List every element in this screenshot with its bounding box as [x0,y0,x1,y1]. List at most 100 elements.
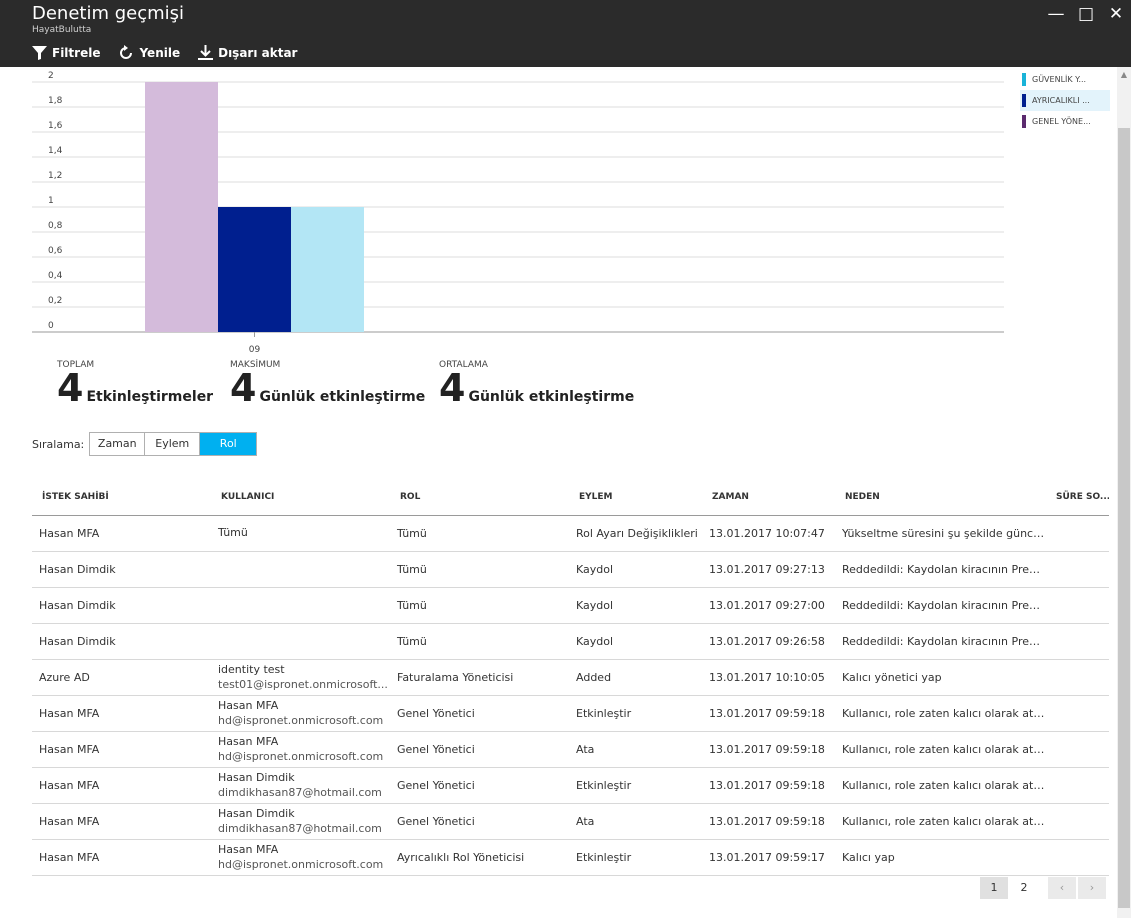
cell-reason: Reddedildi: Kaydolan kiracının Prem... [835,587,1046,624]
cell-duration [1046,731,1109,768]
table-row[interactable]: Hasan MFA Hasan MFA hd@ispronet.onmicrosof… [32,839,1109,876]
cell-reason: Reddedildi: Kaydolan kiracının Prem... [835,551,1046,588]
stat-max-label: MAKSİMUM [230,360,281,370]
cell-duration [1046,623,1109,660]
page-button-2[interactable]: 2 [1020,881,1028,894]
refresh-button[interactable]: Yenile [118,43,180,63]
bar[interactable] [145,82,218,332]
cell-user [211,587,390,624]
table-header-row: İSTEK SAHİBİ KULLANICI ROL EYLEM ZAMAN N… [32,479,1109,516]
user-name: Hasan Dimdik [218,806,295,820]
chart-legend: GÜVENLİK Y... AYRICALIKLI ... GENEL YÖNE..… [1020,69,1110,132]
cell-user: Hasan MFA hd@ispronet.onmicrosoft.com [211,839,390,876]
table-row[interactable]: Hasan Dimdik Tümü Kaydol 13.01.2017 09:27:1… [32,551,1109,588]
filter-button[interactable]: Filtrele [32,43,100,63]
cell-requester: Hasan MFA [32,767,211,804]
col-header-time[interactable]: ZAMAN [702,479,835,516]
cell-requester: Hasan MFA [32,515,211,552]
sort-option-role[interactable]: Rol [200,433,257,455]
user-email: test01@ispronet.onmicrosoft... [218,677,388,691]
table-row[interactable]: Hasan MFA Hasan Dimdik dimdikhasan87@hotma… [32,767,1109,804]
table-row[interactable]: Hasan MFA Hasan Dimdik dimdikhasan87@hotma… [32,803,1109,840]
export-label: Dışarı aktar [218,46,298,60]
cell-time: 13.01.2017 09:26:58 [702,623,835,660]
legend-item[interactable]: GENEL YÖNE... [1020,111,1110,132]
stat-avg-value: 4 [439,366,466,410]
y-tick-label: 1,2 [48,171,62,181]
user-email: hd@ispronet.onmicrosoft.com [218,857,384,871]
cell-role: Tümü [390,551,569,588]
table-row[interactable]: Hasan MFA Hasan MFA hd@ispronet.onmicrosof… [32,731,1109,768]
export-button[interactable]: Dışarı aktar [198,43,297,63]
cell-action: Rol Ayarı Değişiklikleri [569,515,702,552]
cell-duration [1046,587,1109,624]
cell-time: 13.01.2017 10:10:05 [702,659,835,696]
y-tick-label: 0 [48,321,54,331]
cell-time: 13.01.2017 09:27:13 [702,551,835,588]
cell-time: 13.01.2017 09:27:00 [702,587,835,624]
cell-user [211,551,390,588]
legend-item[interactable]: AYRICALIKLI ... [1020,90,1110,111]
table-row[interactable]: Hasan Dimdik Tümü Kaydol 13.01.2017 09:27:0… [32,587,1109,624]
cell-duration [1046,659,1109,696]
cell-requester: Hasan Dimdik [32,623,211,660]
cell-time: 13.01.2017 09:59:18 [702,767,835,804]
page-button-1[interactable]: 1 [980,877,1008,899]
cell-time: 13.01.2017 09:59:17 [702,839,835,876]
bar[interactable] [291,207,364,332]
summary-stats: TOPLAM 4 Etkinleştirmeler MAKSİMUM 4 Gün… [0,360,1000,416]
cell-time: 13.01.2017 09:59:18 [702,803,835,840]
filter-icon [32,46,47,60]
cell-action: Kaydol [569,623,702,660]
col-header-duration[interactable]: SÜRE SO... [1046,479,1109,516]
next-page-button[interactable]: › [1078,877,1106,899]
table-row[interactable]: Hasan Dimdik Tümü Kaydol 13.01.2017 09:26:5… [32,623,1109,660]
legend-label: AYRICALIKLI ... [1032,96,1090,105]
cell-duration [1046,803,1109,840]
stat-total-unit: Etkinleştirmeler [86,389,214,405]
bar[interactable] [218,207,291,332]
y-tick-label: 0,8 [48,221,63,231]
download-icon [198,45,214,61]
x-tick-label: 09 [249,345,261,355]
y-tick-label: 1,6 [48,121,63,131]
cell-requester: Hasan Dimdik [32,587,211,624]
cell-user: Hasan Dimdik dimdikhasan87@hotmail.com [211,803,390,840]
user-email: hd@ispronet.onmicrosoft.com [218,713,384,727]
cell-requester: Hasan MFA [32,731,211,768]
sort-option-time[interactable]: Zaman [90,433,146,455]
cell-reason: Kullanıcı, role zaten kalıcı olarak ata.… [835,767,1046,804]
user-name: Hasan Dimdik [218,770,295,784]
cell-user: Hasan MFA hd@ispronet.onmicrosoft.com [211,695,390,732]
cell-action: Etkinleştir [569,839,702,876]
minimize-button[interactable]: — [1047,4,1065,24]
cell-user: Hasan MFA hd@ispronet.onmicrosoft.com [211,731,390,768]
stat-avg-unit: Günlük etkinleştirme [468,389,635,405]
col-header-reason[interactable]: NEDEN [835,479,1046,516]
close-button[interactable]: ✕ [1108,4,1124,24]
cell-reason: Kalıcı yap [835,839,1046,876]
blade-header: Denetim geçmişi HayatBulutta — □ ✕ Filtr… [0,0,1131,67]
col-header-action[interactable]: EYLEM [569,479,702,516]
cell-user: Tümü [211,515,390,552]
col-header-user[interactable]: KULLANICI [211,479,390,516]
table-row[interactable]: Azure AD identity test test01@ispronet.onm… [32,659,1109,696]
cell-reason: Yükseltme süresini şu şekilde güncel... [835,515,1046,552]
table-row[interactable]: Hasan MFA Hasan MFA hd@ispronet.onmicrosof… [32,695,1109,732]
maximize-button[interactable]: □ [1077,4,1095,24]
legend-item[interactable]: GÜVENLİK Y... [1020,69,1110,90]
scroll-up-arrow[interactable]: ▲ [1120,70,1128,79]
user-name: Tümü [218,526,248,539]
cell-reason: Kullanıcı, role zaten kalıcı olarak ata.… [835,695,1046,732]
cell-requester: Azure AD [32,659,211,696]
col-header-requester[interactable]: İSTEK SAHİBİ [32,479,211,516]
scrollbar-thumb[interactable] [1118,128,1130,908]
col-header-role[interactable]: ROL [390,479,569,516]
cell-requester: Hasan Dimdik [32,551,211,588]
cell-action: Kaydol [569,587,702,624]
sort-option-action[interactable]: Eylem [145,433,201,455]
table-row[interactable]: Hasan MFA Tümü Tümü Rol Ayarı Değişiklikler… [32,515,1109,552]
user-email: hd@ispronet.onmicrosoft.com [218,749,384,763]
cell-reason: Kalıcı yönetici yap [835,659,1046,696]
prev-page-button[interactable]: ‹ [1048,877,1076,899]
